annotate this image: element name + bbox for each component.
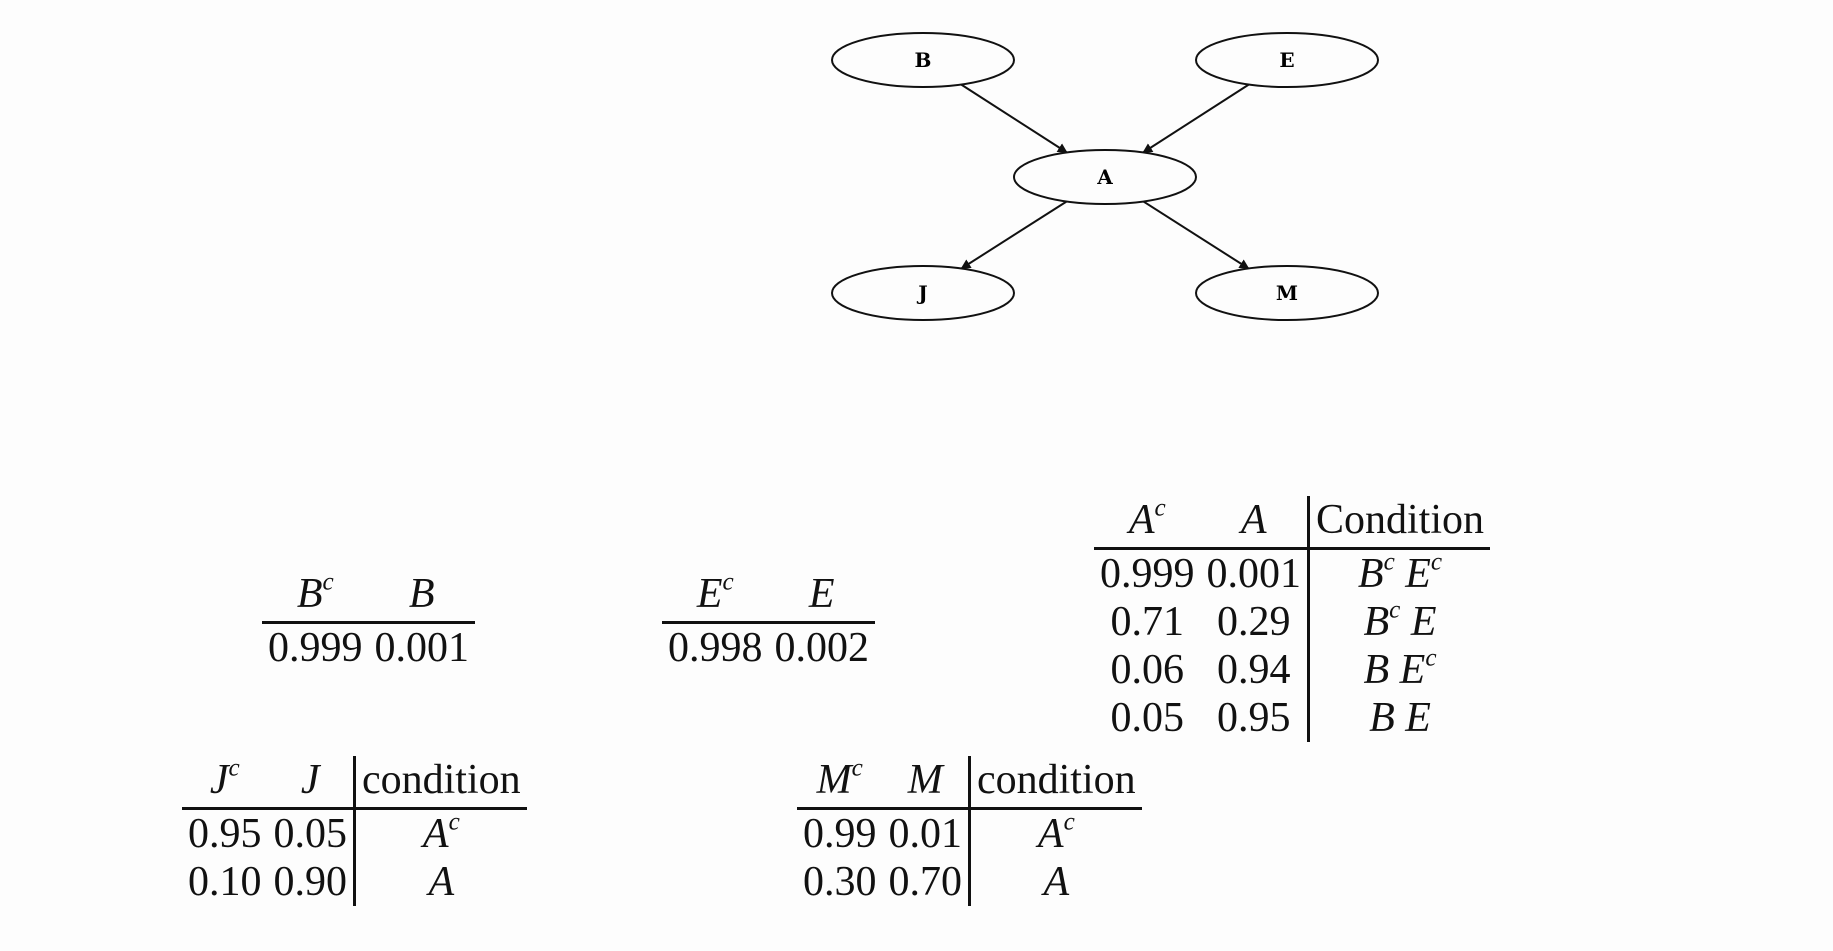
cell-value: 0.001 xyxy=(1206,551,1302,597)
node-a: A xyxy=(1013,149,1197,205)
cell-e-complement: 0.998 xyxy=(668,625,763,671)
cell-value: 0.29 xyxy=(1217,599,1291,645)
cell-value: 0.95 xyxy=(1217,695,1291,741)
bayesian-network-graph: B E A J M xyxy=(831,32,1379,321)
edge-e-to-a xyxy=(1142,83,1250,154)
cpt-table-e: Ec E 0.998 0.002 xyxy=(662,569,875,672)
cell-value: 0.70 xyxy=(888,859,963,905)
node-label: A xyxy=(1096,165,1113,189)
cell-condition: A xyxy=(967,858,1142,906)
table-row: 0.95 0.05 Ac xyxy=(182,808,527,858)
header-m: M xyxy=(882,756,970,810)
header-j: J xyxy=(267,756,355,810)
node-j: J xyxy=(831,265,1015,321)
cell-value: 0.05 xyxy=(1110,695,1185,741)
cell-value: 0.05 xyxy=(273,811,348,857)
table-row: 0.71 0.29 Bc E xyxy=(1094,597,1491,646)
cell-b: 0.001 xyxy=(374,625,470,671)
node-label: E xyxy=(1279,48,1294,72)
cell-condition: Ac xyxy=(967,808,1142,858)
cell-condition: Bc Ec xyxy=(1307,548,1491,598)
node-ellipse xyxy=(1195,32,1379,88)
node-label: B xyxy=(915,48,932,72)
header-condition: condition xyxy=(967,756,1142,810)
node-ellipse xyxy=(1195,265,1379,321)
cell-b-complement: 0.999 xyxy=(268,625,363,671)
table-row: 0.10 0.90 A xyxy=(182,858,527,906)
cell-value: 0.99 xyxy=(803,811,877,857)
cell-value: 0.95 xyxy=(188,811,262,857)
cell-value: 0.30 xyxy=(803,859,877,905)
node-label: M xyxy=(1276,281,1298,305)
header-b-complement: Bc xyxy=(262,569,369,624)
cell-value: 0.94 xyxy=(1217,647,1291,693)
node-ellipse xyxy=(831,265,1015,321)
graph-edges xyxy=(960,83,1250,270)
header-a-complement: Ac xyxy=(1094,495,1201,550)
node-e: E xyxy=(1195,32,1379,88)
table-row: 0.999 0.001 Bc Ec xyxy=(1094,548,1491,598)
cpt-table-j: Jc J condition 0.95 0.05 Ac 0.10 0.90 A xyxy=(182,755,527,906)
cell-condition: Bc E xyxy=(1307,597,1491,646)
cell-value: 0.71 xyxy=(1110,599,1185,645)
table-row: 0.99 0.01 Ac xyxy=(797,808,1142,858)
node-label: J xyxy=(916,281,927,305)
cell-condition: A xyxy=(352,858,527,906)
table-row: 0.05 0.95 B E xyxy=(1094,694,1491,742)
cpt-table-b: Bc B 0.999 0.001 xyxy=(262,569,475,672)
cell-e: 0.002 xyxy=(774,625,870,671)
edge-a-to-j xyxy=(960,200,1068,270)
edge-b-to-a xyxy=(960,83,1068,154)
table-row: 0.30 0.70 A xyxy=(797,858,1142,906)
cpt-table-m: Mc M condition 0.99 0.01 Ac 0.30 0.70 A xyxy=(797,755,1142,906)
node-b: B xyxy=(831,32,1015,88)
node-ellipse xyxy=(831,32,1015,88)
cell-value: 0.06 xyxy=(1110,647,1185,693)
header-e: E xyxy=(768,570,875,624)
node-ellipse xyxy=(1013,149,1197,205)
cell-value: 0.90 xyxy=(273,859,348,905)
edge-a-to-m xyxy=(1142,200,1250,270)
cell-value: 0.999 xyxy=(1100,551,1195,597)
header-b: B xyxy=(368,570,475,624)
cell-value: 0.10 xyxy=(188,859,262,905)
node-m: M xyxy=(1195,265,1379,321)
table-row: 0.06 0.94 B Ec xyxy=(1094,645,1491,694)
graph-nodes: B E A J M xyxy=(831,32,1379,321)
header-condition: condition xyxy=(352,756,527,810)
header-j-complement: Jc xyxy=(182,755,268,810)
cell-condition: Ac xyxy=(352,808,527,858)
header-condition: Condition xyxy=(1307,496,1491,550)
header-m-complement: Mc xyxy=(797,755,883,810)
header-e-complement: Ec xyxy=(662,569,769,624)
cell-condition: B Ec xyxy=(1307,645,1491,694)
cell-condition: B E xyxy=(1307,694,1491,742)
cpt-table-a: Ac A Condition 0.999 0.001 Bc Ec 0.71 0.… xyxy=(1094,495,1491,742)
cell-value: 0.01 xyxy=(888,811,963,857)
header-a: A xyxy=(1200,496,1309,550)
